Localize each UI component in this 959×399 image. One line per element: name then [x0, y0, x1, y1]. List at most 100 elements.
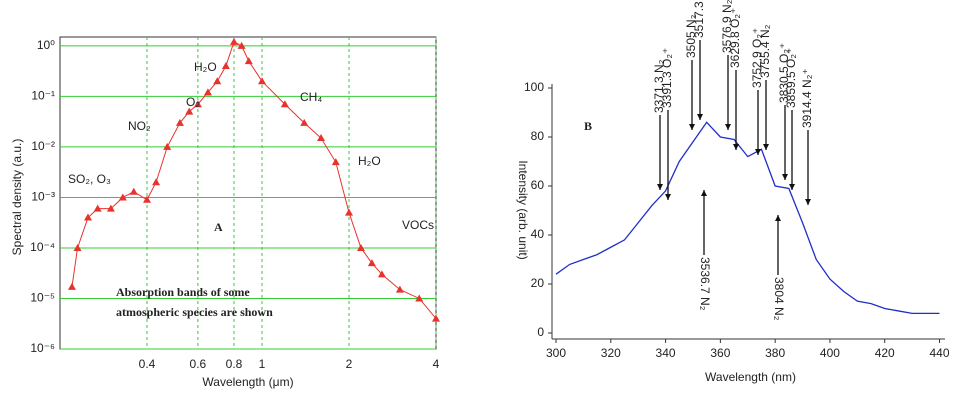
- arrow-head: [665, 194, 671, 200]
- panel-label: A: [214, 220, 223, 234]
- annotation: 3859.5 O₂⁺: [784, 48, 798, 108]
- annotation: 3517.3 O₂⁺: [692, 0, 706, 38]
- arrow-head: [697, 114, 703, 120]
- data-point: [221, 61, 230, 69]
- data-point: [237, 41, 246, 49]
- data-point: [106, 204, 115, 212]
- arrow-head: [755, 149, 761, 155]
- data-point: [432, 314, 440, 322]
- data-point: [163, 142, 172, 150]
- data-point: [67, 282, 76, 290]
- annotation: 3371.3 N₂: [652, 59, 666, 113]
- arrow-head: [763, 144, 769, 150]
- data-point: [193, 100, 202, 108]
- data-point: [258, 77, 267, 85]
- x-axis-label: Wavelength (nm): [705, 370, 796, 384]
- y-tick-label: 0: [537, 325, 544, 339]
- annotation: SO₂, O₃: [68, 172, 111, 186]
- data-point: [331, 158, 340, 166]
- series-line: [555, 121, 940, 315]
- x-tick-label: 420: [875, 346, 895, 360]
- x-tick-label: 340: [656, 346, 676, 360]
- data-point: [244, 57, 253, 65]
- x-tick-label: 380: [765, 346, 785, 360]
- data-point: [93, 204, 102, 212]
- annotation: 3391.3 O₂⁺: [660, 48, 674, 108]
- y-tick-label: 10⁻⁶: [30, 341, 55, 355]
- data-point: [300, 118, 309, 126]
- x-tick-label: 2: [346, 357, 353, 371]
- arrow-head: [775, 215, 781, 221]
- x-tick-label: 440: [930, 346, 950, 360]
- plot-frame: [59, 36, 437, 350]
- data-point: [175, 118, 184, 126]
- x-tick-label: 0.8: [226, 357, 243, 371]
- annotation: NO₂: [128, 119, 151, 133]
- data-point: [280, 100, 289, 108]
- arrow-head: [725, 124, 731, 130]
- data-point: [203, 88, 212, 96]
- data-point: [118, 193, 127, 201]
- y-tick-label: 60: [531, 178, 545, 192]
- annotation: 3755.4 N₂: [758, 24, 772, 78]
- annotation: 3804 N₂: [772, 277, 786, 321]
- annotation: 3914.4 N₂⁺: [800, 68, 814, 128]
- data-point: [356, 243, 365, 251]
- arrow-head: [789, 184, 795, 190]
- y-axis-label: Spectral density (a.u.): [10, 139, 24, 256]
- annotation: 3576.9 N₂: [720, 0, 734, 53]
- annotation: CH₄: [300, 90, 322, 104]
- caption: atmospheric species are shown: [116, 305, 273, 319]
- arrow-head: [733, 144, 739, 150]
- y-tick-label: 10⁻⁵: [30, 291, 55, 305]
- annotation: O₂: [186, 95, 200, 109]
- panel-label: B: [584, 119, 592, 133]
- x-tick-label: 0.6: [190, 357, 207, 371]
- x-tick-label: 1: [259, 357, 266, 371]
- data-point: [395, 285, 404, 293]
- data-point: [316, 134, 325, 142]
- arrow-head: [657, 184, 663, 190]
- arrow-head: [805, 199, 811, 205]
- y-tick-label: 10⁻²: [31, 139, 55, 153]
- data-point: [213, 77, 222, 85]
- y-tick-label: 80: [531, 129, 545, 143]
- annotation: 3505 N₂: [684, 14, 698, 58]
- caption: Absorption bands of some: [116, 285, 250, 299]
- x-tick-label: 300: [546, 346, 566, 360]
- data-point: [185, 107, 194, 115]
- y-tick-label: 40: [531, 227, 545, 241]
- data-point: [345, 208, 354, 216]
- data-point: [142, 195, 151, 203]
- x-tick-label: 4: [433, 357, 440, 371]
- y-axis-label: Intensity (arb. unit): [516, 160, 530, 259]
- y-tick-label: 10⁰: [37, 38, 55, 52]
- y-tick-label: 10⁻³: [31, 190, 55, 204]
- data-point: [367, 259, 376, 267]
- data-point: [229, 37, 238, 45]
- data-point: [152, 178, 161, 186]
- arrow-head: [689, 124, 695, 130]
- data-point: [84, 213, 93, 221]
- data-point: [73, 243, 82, 251]
- annotation: 3536.7 N₂: [698, 257, 712, 311]
- data-point: [415, 294, 424, 302]
- annotation: 3629.8 O₂⁺: [728, 8, 742, 68]
- arrow-head: [782, 174, 788, 180]
- y-tick-label: 10⁻¹: [31, 89, 55, 103]
- x-tick-label: 0.4: [139, 357, 156, 371]
- data-point: [129, 187, 138, 195]
- annotation: H₂O: [358, 154, 381, 168]
- annotation: 3752.9 O₂⁺: [750, 28, 764, 88]
- arrow-head: [701, 190, 707, 196]
- y-tick-label: 10⁻⁴: [30, 240, 55, 254]
- x-tick-label: 320: [601, 346, 621, 360]
- x-axis-label: Wavelength (μm): [202, 375, 293, 389]
- data-point: [377, 270, 386, 278]
- annotation: H₂O: [194, 60, 217, 74]
- y-tick-label: 20: [531, 276, 545, 290]
- annotation: VOCs: [402, 218, 434, 232]
- x-tick-label: 360: [710, 346, 730, 360]
- annotation: 3830.5 O₂⁺: [777, 43, 791, 103]
